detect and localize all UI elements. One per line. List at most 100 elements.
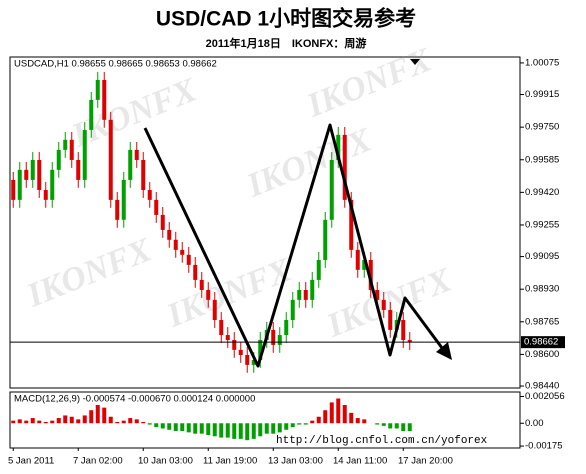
candle-body	[303, 289, 308, 300]
y-tick-label: 0.98930	[525, 284, 559, 295]
macd-bar	[232, 423, 237, 439]
candle-body	[277, 335, 282, 345]
shift-marker	[410, 59, 420, 65]
candle-body	[102, 79, 107, 120]
candle-body	[43, 189, 48, 200]
candle-body	[141, 159, 146, 190]
price-header: USDCAD,H1 0.98655 0.98665 0.98653 0.9866…	[14, 59, 217, 70]
y-tick-label: 0.99585	[525, 154, 559, 165]
candle-body	[121, 179, 126, 220]
y-tick-label: -0.00175	[525, 441, 563, 452]
macd-bar	[206, 423, 211, 435]
macd-bar	[407, 423, 412, 432]
candle-body	[342, 134, 347, 200]
macd-bar	[121, 420, 126, 424]
macd-bar	[115, 421, 120, 424]
macd-bar	[76, 419, 81, 424]
macd-bar	[342, 405, 347, 424]
candle-body	[232, 339, 237, 350]
candle-body	[89, 99, 94, 130]
plot-area: 1.00075 0.99915 0.99750 0.99585 0.99420 0.992…	[8, 57, 565, 467]
macd-bar	[186, 423, 191, 433]
candle-body	[24, 169, 29, 180]
macd-bar	[43, 421, 48, 424]
candle-body	[212, 299, 217, 321]
macd-bar	[82, 415, 87, 424]
x-tick-label: 14 Jan 11:00	[333, 456, 387, 467]
y-tick-label: 0.002056	[525, 391, 565, 402]
macd-bar	[37, 420, 42, 424]
chart-subtitle: 2011年1月18日 IKONFX：周游	[206, 36, 367, 50]
macd-bar	[167, 423, 172, 430]
macd-bar	[11, 420, 16, 424]
macd-bar	[63, 415, 68, 424]
candle-body	[154, 199, 159, 215]
macd-bar	[89, 410, 94, 424]
candle-body	[355, 249, 360, 270]
macd-bar	[108, 416, 113, 424]
candle-body	[310, 279, 315, 300]
y-tick-label: 0.99915	[525, 89, 559, 100]
footer-url: http://blog.cnfol.com.cn/yoforex	[276, 435, 488, 447]
y-tick-label: 0.98765	[525, 316, 559, 327]
macd-bar	[316, 416, 321, 424]
candle-body	[251, 359, 256, 365]
macd-bar	[362, 419, 367, 424]
candle-body	[375, 289, 380, 300]
macd-bar	[17, 419, 22, 424]
macd-bar	[394, 423, 399, 429]
chart-title: USD/CAD 1小时图交易参考	[156, 7, 416, 31]
macd-bar	[160, 423, 165, 429]
macd-bar	[271, 423, 276, 434]
macd-bar	[290, 423, 295, 428]
candle-body	[167, 229, 172, 240]
candle-body	[388, 309, 393, 330]
candle-body	[63, 139, 68, 150]
macd-bar	[303, 423, 308, 425]
macd-bar	[245, 423, 250, 441]
macd-bar	[258, 423, 263, 437]
macd-bar	[102, 407, 107, 424]
candle-body	[297, 289, 302, 300]
macd-bar	[128, 418, 133, 424]
x-tick-label: 5 Jan 2011	[8, 456, 54, 467]
macd-bar	[310, 420, 315, 424]
macd-bar	[297, 423, 302, 425]
macd-bar	[284, 423, 289, 430]
y-tick-label: 0.98440	[525, 381, 559, 392]
macd-bar	[355, 418, 360, 424]
candle-body	[134, 149, 139, 160]
macd-bar	[381, 423, 386, 426]
macd-bar	[401, 423, 406, 432]
y-tick-label: 0.99750	[525, 122, 559, 133]
macd-bar	[323, 410, 328, 424]
x-tick-label: 7 Jan 02:00	[73, 456, 123, 467]
macd-bar	[251, 423, 256, 439]
macd-panel	[9, 391, 521, 449]
candle-body	[290, 299, 295, 321]
macd-bar	[141, 421, 146, 424]
y-tick-label: 1.00075	[525, 57, 559, 68]
macd-bar	[154, 423, 159, 428]
candle-body	[349, 199, 354, 250]
macd-bar	[50, 420, 55, 424]
candle-body	[50, 169, 55, 200]
macd-bar	[238, 423, 243, 439]
macd-bar	[134, 419, 139, 424]
macd-bar	[24, 420, 29, 424]
macd-bar	[388, 423, 393, 429]
candle-body	[407, 339, 412, 343]
candle-body	[147, 189, 152, 200]
candle-body	[381, 299, 386, 310]
macd-bar	[264, 423, 269, 434]
x-tick-label: 13 Jan 03:00	[268, 456, 323, 467]
candle-body	[11, 179, 16, 200]
candle-body	[284, 320, 289, 336]
candle-body	[56, 149, 61, 170]
macd-bar	[225, 423, 230, 438]
macd-bar	[336, 398, 341, 424]
candle-body	[329, 159, 334, 220]
candle-body	[180, 249, 185, 255]
candle-body	[128, 149, 133, 180]
candle-body	[336, 134, 341, 160]
